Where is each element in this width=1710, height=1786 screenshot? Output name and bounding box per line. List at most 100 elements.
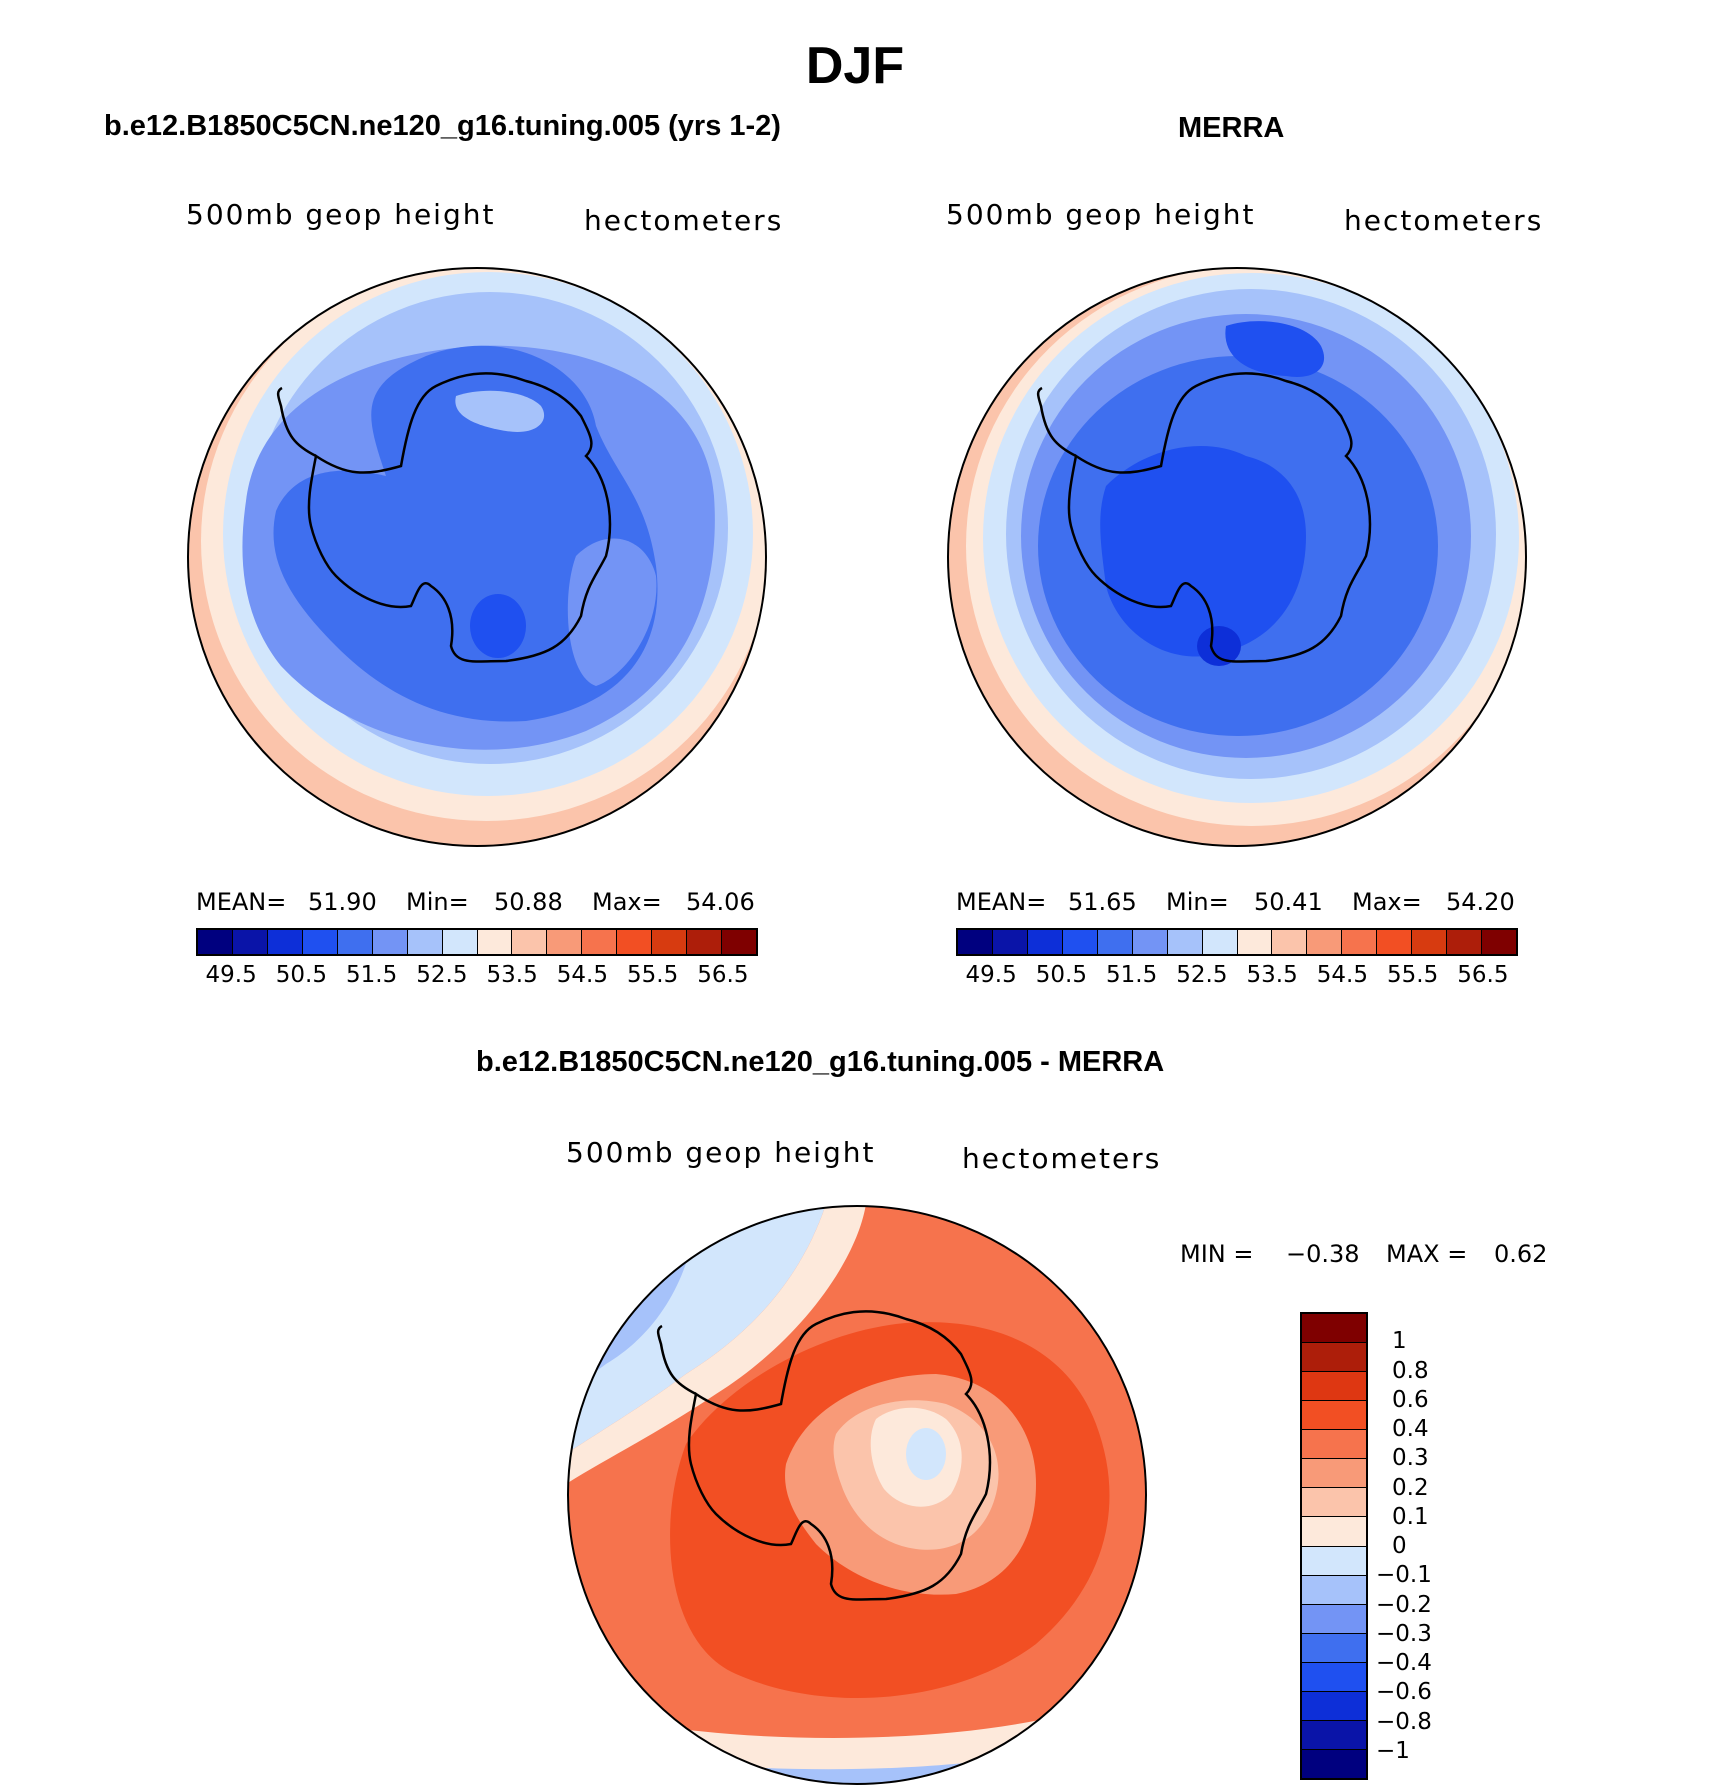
antarctic-peninsula xyxy=(276,386,317,458)
colorbar-swatch xyxy=(1377,930,1413,954)
obs-panel-title: MERRA xyxy=(1178,112,1285,144)
colorbar-swatch xyxy=(1062,930,1098,954)
colorbar-tick-label: 56.5 xyxy=(1457,962,1509,988)
antarctic-peninsula xyxy=(656,1324,697,1396)
colorbar-swatch xyxy=(582,930,618,954)
map-low-region xyxy=(1100,446,1306,657)
colorbar-swatch xyxy=(1302,1662,1366,1692)
colorbar-swatch xyxy=(687,930,723,954)
colorbar-swatch xyxy=(1302,1604,1366,1634)
colorbar-tick-label: 52.5 xyxy=(1176,962,1228,988)
colorbar-tick-label: 50.5 xyxy=(275,962,327,988)
colorbar-tick-label: 53.5 xyxy=(1246,962,1298,988)
colorbar-tick-label: 1 xyxy=(1392,1328,1407,1355)
colorbar-tick-label: 0.6 xyxy=(1392,1386,1429,1413)
colorbar-tick-label: 53.5 xyxy=(486,962,538,988)
figure-title: DJF xyxy=(805,37,905,95)
colorbar-swatch xyxy=(512,930,548,954)
colorbar-tick-label: 49.5 xyxy=(205,962,257,988)
colorbar-swatch xyxy=(1302,1343,1366,1373)
colorbar-tick-label: 51.5 xyxy=(346,962,398,988)
colorbar-tick-label: 51.5 xyxy=(1106,962,1158,988)
colorbar-swatch xyxy=(477,930,513,954)
colorbar-tick-label: −0.1 xyxy=(1376,1562,1432,1589)
colorbar-swatch xyxy=(1302,1430,1366,1460)
diff-max-value: 0.62 xyxy=(1494,1240,1548,1268)
colorbar-tick-label: 49.5 xyxy=(965,962,1017,988)
colorbar-swatch xyxy=(1132,930,1168,954)
colorbar-swatch xyxy=(1237,930,1273,954)
colorbar-tick-label: 54.5 xyxy=(556,962,608,988)
model-variable-label: 500mb geop height xyxy=(186,198,496,231)
colorbar-swatch xyxy=(1302,1575,1366,1605)
model-units-label: hectometers xyxy=(584,204,784,237)
colorbar-tick-label: −0.8 xyxy=(1376,1708,1432,1735)
diff-variable-label: 500mb geop height xyxy=(566,1136,876,1169)
obs-mean-label: MEAN= xyxy=(956,888,1047,916)
model-polar-map xyxy=(187,267,767,847)
colorbar-swatch xyxy=(1307,930,1343,954)
colorbar-swatch xyxy=(1302,1314,1366,1344)
colorbar-swatch xyxy=(1412,930,1448,954)
colorbar-swatch xyxy=(302,930,338,954)
colorbar-swatch xyxy=(372,930,408,954)
diff-panel-title: b.e12.B1850C5CN.ne120_g16.tuning.005 - M… xyxy=(476,1046,1165,1078)
obs-max-label: Max= xyxy=(1352,888,1422,916)
colorbar-swatch xyxy=(1302,1459,1366,1489)
colorbar-swatch xyxy=(1302,1691,1366,1721)
diff-polar-map xyxy=(567,1205,1147,1785)
diff-units-label: hectometers xyxy=(962,1142,1162,1175)
map-low-north xyxy=(1225,321,1325,377)
colorbar-swatch xyxy=(337,930,373,954)
colorbar-swatch xyxy=(652,930,688,954)
colorbar-swatch xyxy=(442,930,478,954)
obs-polar-map xyxy=(947,267,1527,847)
colorbar-swatch xyxy=(1482,930,1516,954)
colorbar-swatch xyxy=(992,930,1028,954)
diff-lightblue-core xyxy=(906,1428,946,1480)
diff-min-value: −0.38 xyxy=(1286,1240,1360,1268)
colorbar-tick-label: 0.2 xyxy=(1392,1474,1429,1501)
model-panel-title: b.e12.B1850C5CN.ne120_g16.tuning.005 (yr… xyxy=(104,110,781,142)
model-min-value: 50.88 xyxy=(494,888,563,916)
colorbar-swatch xyxy=(958,930,993,954)
colorbar-tick-label: 0.3 xyxy=(1392,1445,1429,1472)
colorbar-tick-label: −0.3 xyxy=(1376,1620,1432,1647)
colorbar-tick-label: −0.6 xyxy=(1376,1679,1432,1706)
colorbar-swatch xyxy=(1202,930,1238,954)
colorbar-swatch xyxy=(1302,1372,1366,1402)
diff-max-label: MAX = xyxy=(1386,1240,1468,1268)
colorbar-tick-label: 55.5 xyxy=(1387,962,1439,988)
map-band-1 xyxy=(273,345,658,722)
model-max-label: Max= xyxy=(592,888,662,916)
obs-min-value: 50.41 xyxy=(1254,888,1323,916)
model-min-label: Min= xyxy=(406,888,469,916)
model-colorbar xyxy=(196,928,758,956)
map-low-center xyxy=(1197,626,1241,666)
obs-min-label: Min= xyxy=(1166,888,1229,916)
model-max-value: 54.06 xyxy=(686,888,755,916)
colorbar-swatch xyxy=(1027,930,1063,954)
colorbar-swatch xyxy=(267,930,303,954)
colorbar-swatch xyxy=(1302,1546,1366,1576)
obs-units-label: hectometers xyxy=(1344,204,1544,237)
colorbar-swatch xyxy=(1272,930,1308,954)
colorbar-tick-label: 55.5 xyxy=(627,962,679,988)
colorbar-tick-label: 52.5 xyxy=(416,962,468,988)
obs-max-value: 54.20 xyxy=(1446,888,1515,916)
model-mean-label: MEAN= xyxy=(196,888,287,916)
antarctica-coastline xyxy=(1067,372,1372,663)
obs-mean-value: 51.65 xyxy=(1068,888,1137,916)
colorbar-tick-label: −0.2 xyxy=(1376,1591,1432,1618)
map-band-2-inner xyxy=(567,538,657,686)
colorbar-swatch xyxy=(1447,930,1483,954)
colorbar-swatch xyxy=(722,930,756,954)
colorbar-tick-label: 50.5 xyxy=(1035,962,1087,988)
colorbar-swatch xyxy=(547,930,583,954)
colorbar-swatch xyxy=(1342,930,1378,954)
colorbar-swatch xyxy=(1302,1488,1366,1518)
colorbar-swatch xyxy=(407,930,443,954)
colorbar-swatch xyxy=(1302,1720,1366,1750)
map-low-center xyxy=(470,594,526,658)
colorbar-swatch xyxy=(617,930,653,954)
